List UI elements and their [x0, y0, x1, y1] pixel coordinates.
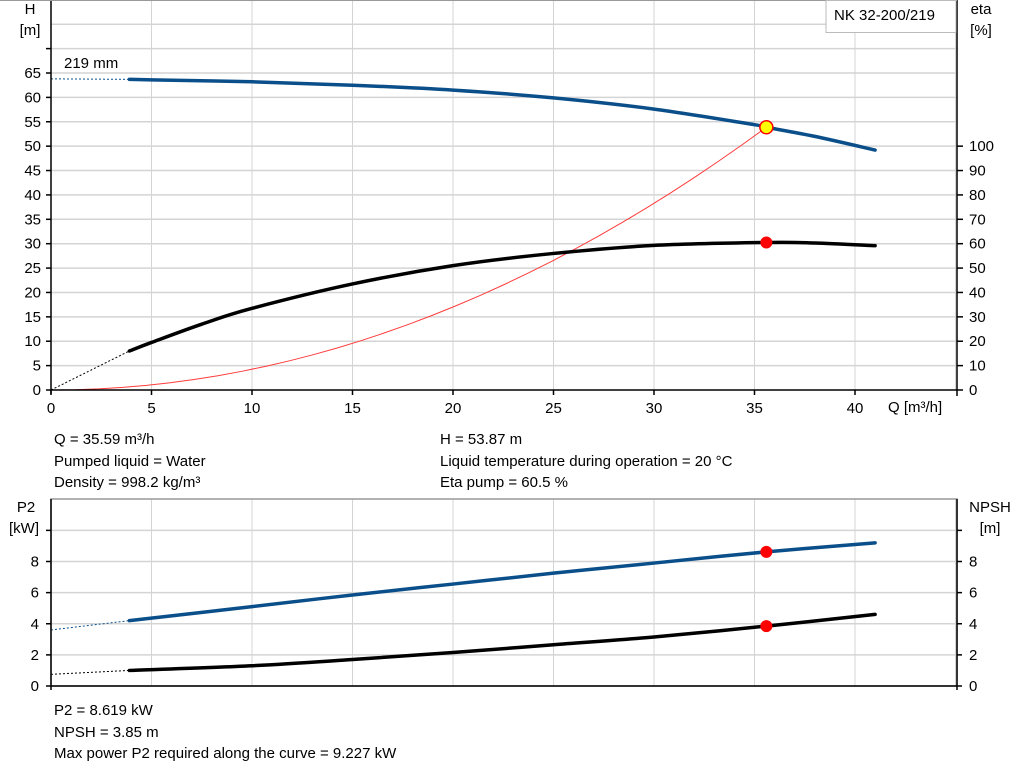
x-tick-label: 5 [147, 400, 155, 417]
x-tick-label: 15 [344, 400, 361, 417]
x-tick-label: 20 [445, 400, 462, 417]
top-grid [51, 0, 957, 390]
info-density: Density = 998.2 kg/m³ [54, 474, 201, 491]
y2-tick-label: 4 [969, 616, 977, 633]
info-top-left: Q = 35.59 m³/h Pumped liquid = Water Den… [54, 429, 206, 494]
eta-extrapolation [50, 350, 130, 391]
info-npsh: NPSH = 3.85 m [54, 723, 159, 741]
chart-axes: 0510152025303540455055606501020304050607… [0, 0, 994, 695]
y2-tick-label: 90 [969, 163, 986, 180]
y2-tick-label: 80 [969, 187, 986, 204]
y-tick-label: 8 [31, 554, 39, 571]
chart-marks [50, 77, 877, 675]
y2-tick-label: 30 [969, 309, 986, 326]
legend-box [825, 0, 957, 33]
info-top-right: H = 53.87 m Liquid temperature during op… [440, 429, 732, 494]
top-y2-axis-label: eta [971, 1, 993, 18]
y-tick-label: 65 [24, 65, 41, 82]
y-tick-label: 15 [24, 309, 41, 326]
x-tick-label: 0 [47, 400, 55, 417]
y2-tick-label: 40 [969, 284, 986, 301]
bottom-grid [51, 499, 957, 686]
y-tick-label: 55 [24, 114, 41, 131]
bottom-y2-axis-label: NPSH [969, 499, 1011, 516]
y-tick-label: 6 [31, 585, 39, 602]
y2-tick-label: 60 [969, 236, 986, 253]
bottom-y-axis-label: P2 [17, 499, 35, 516]
legend-box-label: NK 32-200/219 [834, 7, 935, 24]
y-tick-label: 40 [24, 187, 41, 204]
top-y2-axis-unit: [%] [970, 22, 992, 39]
y2-tick-label: 70 [969, 211, 986, 228]
info-flow: Q = 35.59 m³/h [54, 431, 155, 448]
x-tick-label: 10 [244, 400, 261, 417]
y-tick-label: 0 [33, 382, 41, 399]
duty-point-npsh [760, 620, 773, 633]
y2-tick-label: 2 [969, 647, 977, 664]
y-tick-label: 20 [24, 284, 41, 301]
system-curve [50, 126, 767, 391]
info-bottom: P2 = 8.619 kW NPSH = 3.85 m Max power P2… [54, 700, 396, 765]
y2-tick-label: 6 [969, 585, 977, 602]
bottom-y-axis-unit: [kW] [9, 520, 39, 537]
eta-curve [127, 240, 877, 353]
x-tick-label: 40 [847, 400, 864, 417]
bottom-y2-axis-unit: [m] [980, 520, 1001, 537]
duty-point-p2 [760, 545, 773, 558]
y2-tick-label: 0 [969, 678, 977, 695]
y2-tick-label: 50 [969, 260, 986, 277]
curve-label-diameter: 219 mm [64, 55, 118, 72]
info-liquid: Pumped liquid = Water [54, 452, 206, 470]
x-axis-label: Q [m³/h] [888, 399, 942, 416]
y2-tick-label: 10 [969, 358, 986, 375]
y-tick-label: 45 [24, 163, 41, 180]
y-tick-label: 0 [31, 678, 39, 695]
top-y-axis-label: H [25, 1, 36, 18]
duty-point-eta [760, 236, 773, 249]
p2-curve [127, 541, 877, 623]
duty-point-head [759, 120, 774, 135]
top-y-axis-unit: [m] [20, 22, 41, 39]
y-tick-label: 4 [31, 616, 39, 633]
npsh-extrapolation [50, 669, 130, 675]
p2-extrapolation [50, 620, 130, 631]
info-head: H = 53.87 m [440, 431, 523, 448]
y2-tick-label: 8 [969, 554, 977, 571]
y-tick-label: 10 [24, 333, 41, 350]
info-max-power: Max power P2 required along the curve = … [54, 745, 397, 762]
info-p2: P2 = 8.619 kW [54, 702, 153, 719]
y2-tick-label: 100 [969, 138, 994, 155]
y2-tick-label: 0 [969, 382, 977, 399]
x-tick-label: 30 [646, 400, 663, 417]
y-tick-label: 25 [24, 260, 41, 277]
y-tick-label: 30 [24, 236, 41, 253]
y-tick-label: 50 [24, 138, 41, 155]
y-tick-label: 5 [33, 358, 41, 375]
info-temperature: Liquid temperature during operation = 20… [440, 452, 733, 470]
y2-tick-label: 20 [969, 333, 986, 350]
head-curve [127, 77, 877, 152]
npsh-curve [127, 612, 877, 673]
x-tick-label: 35 [746, 400, 763, 417]
y-tick-label: 2 [31, 647, 39, 664]
y-tick-label: 35 [24, 211, 41, 228]
info-eta: Eta pump = 60.5 % [440, 474, 568, 491]
y-tick-label: 60 [24, 89, 41, 106]
x-tick-label: 25 [545, 400, 562, 417]
